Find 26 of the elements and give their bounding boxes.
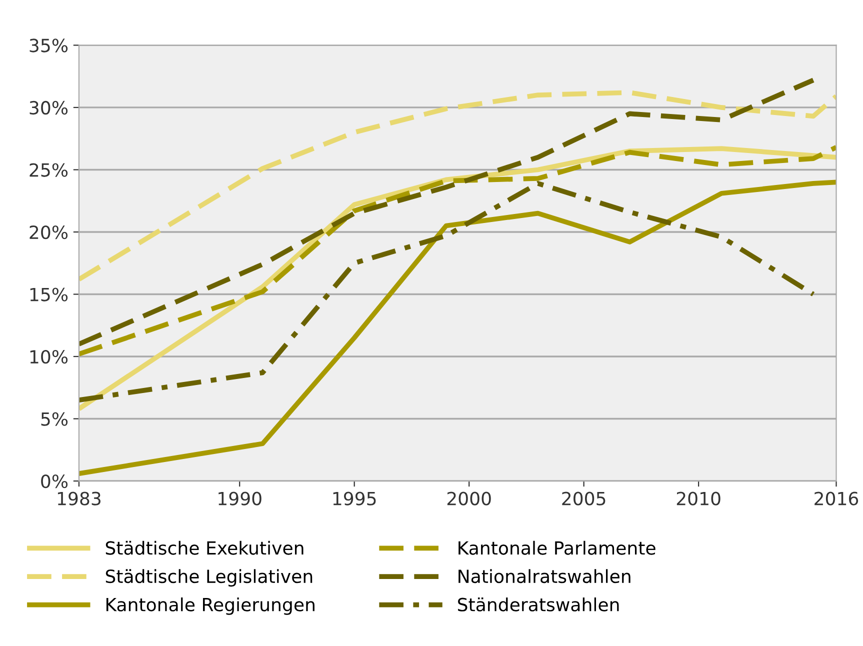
y-tick-label: 10% xyxy=(30,350,68,364)
y-tick-label: 15% xyxy=(30,288,68,302)
line-series xyxy=(78,90,836,282)
x-tick-label: 2005 xyxy=(562,492,606,506)
y-tick-label: 20% xyxy=(30,225,68,240)
line-series xyxy=(78,180,836,476)
y-tick-label: 5% xyxy=(41,412,68,426)
x-tick-label: 1995 xyxy=(333,492,376,506)
x-tick-label: 1983 xyxy=(58,492,100,506)
y-tick-label: 35% xyxy=(30,38,68,52)
legend-label: Kantonale Regierungen xyxy=(106,597,314,615)
x-tick-label: 2016 xyxy=(814,492,858,506)
y-tick-label: 25% xyxy=(30,163,68,177)
y-tick-label: 30% xyxy=(30,100,68,115)
y-tick-label: 0% xyxy=(41,474,68,488)
x-tick-label: 1990 xyxy=(218,492,262,506)
legend-label: Nationalratswahlen xyxy=(458,569,630,584)
x-tick-label: 2010 xyxy=(676,492,720,506)
line-series xyxy=(78,181,816,403)
legend-label: Ständeratswahlen xyxy=(458,597,619,612)
legend-label: Städtische Legislativen xyxy=(106,569,312,587)
legend-label: Kantonale Parlamente xyxy=(458,540,656,555)
line-series xyxy=(78,144,836,356)
x-tick-label: 2000 xyxy=(447,492,491,506)
line-series xyxy=(78,78,816,346)
legend-label: Städtische Exekutiven xyxy=(106,540,304,555)
